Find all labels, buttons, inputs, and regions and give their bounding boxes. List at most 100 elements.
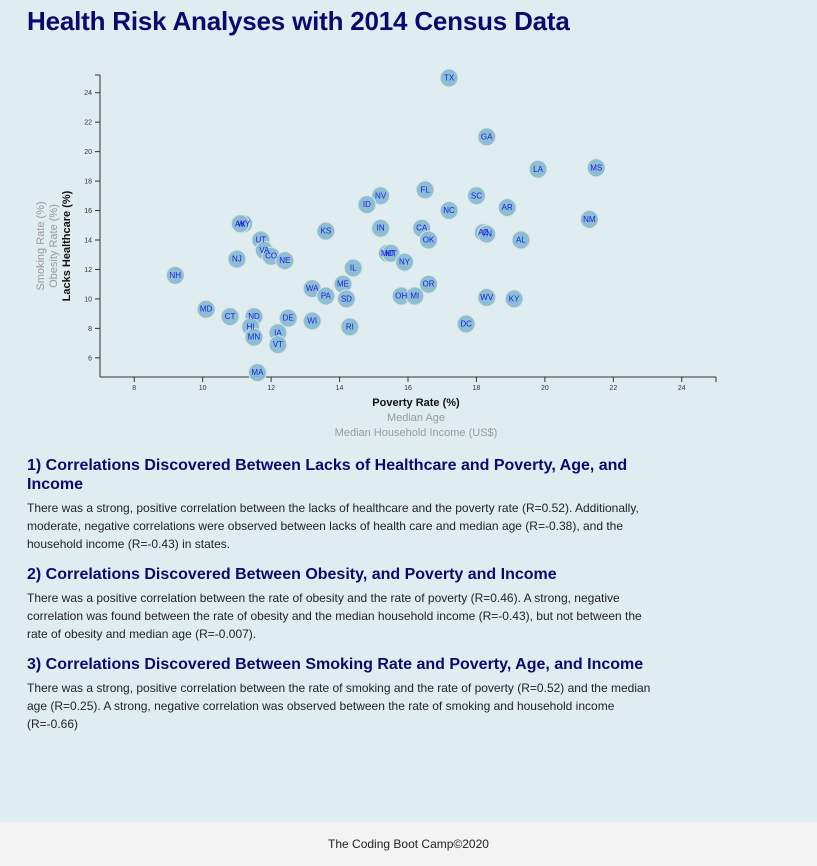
- finding-body: There was a strong, positive correlation…: [27, 681, 651, 731]
- state-label-tx: TX: [444, 73, 455, 82]
- page-title: Health Risk Analyses with 2014 Census Da…: [27, 6, 570, 36]
- y-tick-label: 8: [88, 326, 92, 333]
- state-point-in: [371, 218, 391, 238]
- state-label-ny: NY: [399, 258, 411, 267]
- finding-2: 2) Correlations Discovered Between Obesi…: [27, 565, 652, 643]
- state-point-ga: [477, 127, 497, 147]
- state-point-tn: [477, 224, 497, 244]
- x-tick-label: 12: [267, 385, 275, 392]
- state-point-nj: [227, 249, 247, 269]
- state-point-ny: [395, 252, 415, 272]
- state-label-me: ME: [337, 280, 349, 289]
- state-label-ia: IA: [274, 328, 282, 337]
- state-point-ma: [247, 363, 267, 383]
- state-label-mi: MI: [410, 291, 419, 300]
- state-point-nc: [439, 201, 459, 221]
- state-point-nh: [165, 265, 185, 285]
- y-axis-title-1[interactable]: Obesity Rate (%): [48, 204, 60, 288]
- y-tick-label: 10: [84, 296, 92, 303]
- state-point-mi: [405, 286, 425, 306]
- y-tick-label: 14: [84, 237, 92, 244]
- state-label-co: CO: [265, 252, 277, 261]
- state-point-or: [419, 274, 439, 294]
- state-point-wv: [477, 287, 497, 307]
- state-label-nj: NJ: [232, 255, 242, 264]
- y-tick-label: 22: [84, 120, 92, 127]
- state-point-nv: [371, 186, 391, 206]
- chart-svg: 8 10 12 14 16 18 20 22 24 6 8 10 12 14 16 18 20 22 24 TX GA L…: [35, 68, 717, 439]
- state-label-md: MD: [200, 305, 213, 314]
- state-label-wv: WV: [480, 293, 494, 302]
- state-label-ct: CT: [225, 312, 236, 321]
- state-label-ne: NE: [279, 256, 290, 265]
- state-point-pa: [316, 286, 336, 306]
- state-label-wi: WI: [307, 317, 317, 326]
- state-label-tn: TN: [481, 230, 492, 239]
- y-tick-label: 24: [84, 90, 92, 97]
- y-axis-title-2[interactable]: Smoking Rate (%): [35, 201, 47, 290]
- state-label-hi: HI: [247, 322, 255, 331]
- state-label-id: ID: [363, 200, 371, 209]
- state-label-il: IL: [350, 263, 357, 272]
- y-tick-label: 12: [84, 267, 92, 274]
- y-tick-label: 18: [84, 179, 92, 186]
- x-tick-label: 10: [199, 385, 207, 392]
- state-label-mo: MO: [381, 249, 394, 258]
- state-point-nm: [579, 209, 599, 229]
- state-point-ar: [497, 198, 517, 218]
- state-label-ks: KS: [321, 227, 332, 236]
- state-point-ne: [275, 251, 295, 271]
- state-label-ut: UT: [256, 235, 267, 244]
- state-point-ks: [316, 221, 336, 241]
- x-tick-label: 16: [404, 385, 412, 392]
- state-point-la: [528, 159, 548, 179]
- state-label-mn: MN: [248, 333, 261, 342]
- state-point-mt: [381, 243, 401, 263]
- state-point-ak: [230, 214, 250, 234]
- state-label-ky: KY: [509, 294, 520, 303]
- state-point-dc: [456, 314, 476, 334]
- y-axis-title-0[interactable]: Lacks Healthcare (%): [61, 190, 73, 301]
- footer-text: The Coding Boot Camp©2020: [328, 837, 489, 851]
- y-tick-label: 20: [84, 149, 92, 156]
- state-point-tx: [439, 68, 459, 88]
- state-label-wy: WY: [237, 219, 251, 228]
- state-point-ct: [220, 307, 240, 327]
- finding-body: There was a strong, positive correlation…: [27, 501, 639, 551]
- x-axis-title-2[interactable]: Median Household Income (US$): [335, 427, 498, 439]
- state-point-mn: [244, 327, 264, 347]
- x-tick-label: 22: [609, 385, 617, 392]
- x-axis-title-1[interactable]: Median Age: [387, 412, 445, 424]
- state-label-ms: MS: [590, 163, 602, 172]
- state-label-nh: NH: [170, 271, 182, 280]
- state-label-az: AZ: [478, 228, 488, 237]
- state-point-il: [343, 258, 363, 278]
- finding-1: 1) Correlations Discovered Between Lacks…: [27, 456, 652, 553]
- footer: The Coding Boot Camp©2020: [0, 822, 817, 866]
- x-tick-label: 18: [473, 385, 481, 392]
- state-point-al: [511, 230, 531, 250]
- state-label-sd: SD: [341, 294, 352, 303]
- state-label-ca: CA: [416, 224, 428, 233]
- state-point-ms: [586, 158, 606, 178]
- state-label-ar: AR: [502, 203, 513, 212]
- state-label-va: VA: [259, 246, 270, 255]
- state-label-mt: MT: [385, 249, 397, 258]
- state-label-oh: OH: [395, 291, 407, 300]
- finding-heading: 3) Correlations Discovered Between Smoki…: [27, 656, 644, 673]
- state-label-ma: MA: [251, 368, 264, 377]
- x-axis-title-0[interactable]: Poverty Rate (%): [372, 397, 460, 409]
- state-label-ok: OK: [423, 235, 435, 244]
- state-label-ri: RI: [346, 322, 354, 331]
- state-label-in: IN: [377, 224, 385, 233]
- finding-3: 3) Correlations Discovered Between Smoki…: [27, 655, 652, 733]
- y-tick-label: 16: [84, 208, 92, 215]
- x-tick-label: 8: [132, 385, 136, 392]
- state-label-vt: VT: [273, 340, 283, 349]
- state-point-ok: [419, 230, 439, 250]
- state-label-dc: DC: [460, 319, 472, 328]
- state-label-sc: SC: [471, 191, 482, 200]
- x-tick-label: 14: [336, 385, 344, 392]
- state-point-id: [357, 195, 377, 215]
- state-label-la: LA: [533, 165, 543, 174]
